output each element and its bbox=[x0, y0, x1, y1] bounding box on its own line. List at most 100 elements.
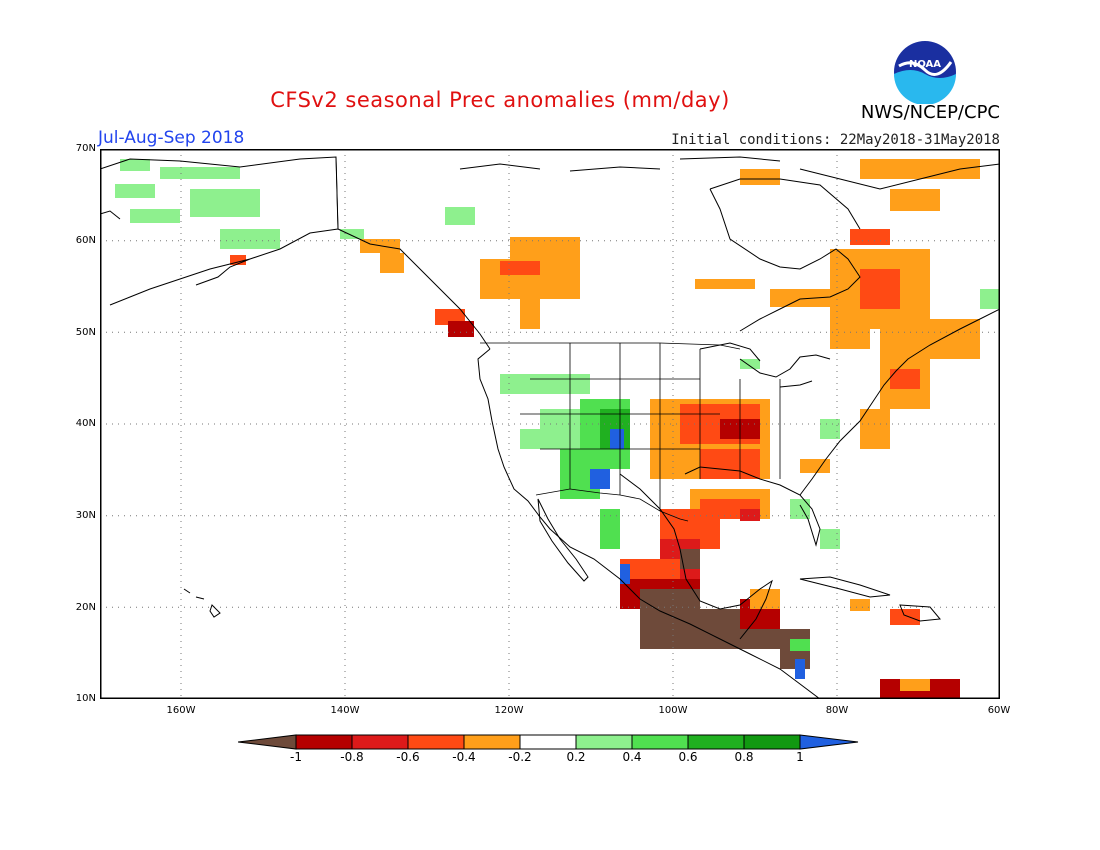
lat-label: 70N bbox=[75, 143, 96, 154]
anomaly-cell bbox=[740, 509, 760, 521]
colorbar-segment bbox=[519, 734, 577, 750]
colorbar-tick-label: 0.6 bbox=[678, 750, 698, 764]
colorbar-arrow-right bbox=[799, 734, 859, 750]
anomaly-cell bbox=[740, 169, 780, 185]
alaska-coast bbox=[100, 156, 491, 350]
anomaly-cell bbox=[820, 419, 840, 439]
lat-label: 30N bbox=[75, 510, 96, 521]
anomaly-cell bbox=[860, 269, 900, 309]
colorbar-segment bbox=[743, 734, 801, 750]
anomaly-cell bbox=[795, 659, 805, 679]
anomaly-cell bbox=[800, 459, 830, 473]
lon-label: 160W bbox=[166, 705, 196, 716]
anomaly-cell bbox=[380, 253, 404, 273]
lat-label: 20N bbox=[75, 602, 96, 613]
hawaii bbox=[183, 588, 221, 618]
lon-label: 120W bbox=[494, 705, 524, 716]
hudson-bay bbox=[709, 178, 861, 332]
anomaly-cell bbox=[620, 564, 630, 584]
anomaly-cell bbox=[880, 319, 980, 359]
us-state-lines bbox=[520, 343, 781, 511]
anomaly-cell bbox=[890, 609, 920, 625]
colorbar-tick-label: -0.8 bbox=[340, 750, 364, 764]
colorbar-tick-label: 1 bbox=[796, 750, 804, 764]
anomaly-cell bbox=[980, 289, 1000, 309]
anomaly-cell bbox=[770, 289, 830, 307]
anomaly-cell bbox=[820, 529, 840, 549]
lat-label: 40N bbox=[75, 418, 96, 429]
anomaly-cell bbox=[500, 374, 590, 394]
anomaly-cell bbox=[610, 429, 624, 449]
lon-label: 60W bbox=[987, 705, 1011, 716]
colorbar-segment bbox=[631, 734, 689, 750]
logo-text: NOAA bbox=[909, 59, 941, 70]
colorbar-segment bbox=[463, 734, 521, 750]
anomaly-cell bbox=[860, 409, 890, 449]
lat-label: 60N bbox=[75, 235, 96, 246]
anomaly-cell bbox=[220, 229, 280, 249]
colorbar-tick-label: -0.2 bbox=[508, 750, 532, 764]
anomaly-cell bbox=[520, 429, 540, 449]
colorbar-tick-label: 0.2 bbox=[566, 750, 586, 764]
lon-label: 100W bbox=[658, 705, 688, 716]
anomaly-cell bbox=[640, 589, 700, 649]
anomaly-cell bbox=[700, 449, 760, 479]
anomaly-cell bbox=[120, 159, 150, 171]
colorbar-tick-label: -0.4 bbox=[452, 750, 476, 764]
anomaly-cell bbox=[890, 189, 940, 211]
colorbar-tick-label: 0.4 bbox=[622, 750, 642, 764]
anomaly-cell bbox=[900, 679, 930, 691]
colorbar-segment bbox=[575, 734, 633, 750]
map-title: CFSv2 seasonal Prec anomalies (mm/day) bbox=[270, 88, 730, 112]
colorbar-tick-label: -1 bbox=[290, 750, 302, 764]
anomaly-cell bbox=[540, 409, 580, 449]
cuba bbox=[799, 576, 891, 598]
lon-label: 80W bbox=[825, 705, 849, 716]
baja-coast bbox=[537, 498, 589, 582]
anomaly-cell bbox=[750, 589, 780, 609]
atlantic-coast bbox=[799, 308, 1000, 496]
colorbar-segment bbox=[407, 734, 465, 750]
anomaly-cell bbox=[190, 189, 260, 217]
anomaly-cell bbox=[445, 207, 475, 225]
anomaly-cell bbox=[130, 209, 180, 223]
noaa-logo: NOAA bbox=[894, 41, 956, 104]
anomaly-cell bbox=[230, 255, 246, 265]
colorbar bbox=[238, 734, 859, 750]
colorbar-segment bbox=[687, 734, 745, 750]
colorbar-segment bbox=[295, 734, 353, 750]
anomaly-cell bbox=[790, 639, 810, 651]
anomaly-cell bbox=[160, 167, 240, 179]
great-lakes bbox=[699, 342, 831, 388]
colorbar-arrow-left bbox=[238, 734, 297, 750]
anomaly-cell bbox=[830, 329, 870, 349]
lat-label: 50N bbox=[75, 327, 96, 338]
season-label: Jul-Aug-Sep 2018 bbox=[98, 128, 245, 148]
anomaly-cell bbox=[860, 159, 980, 179]
pacific-coast bbox=[477, 348, 821, 699]
colorbar-tick-label: -0.6 bbox=[396, 750, 420, 764]
anomaly-cell bbox=[600, 509, 620, 549]
lon-label: 140W bbox=[330, 705, 360, 716]
colorbar-tick-label: 0.8 bbox=[734, 750, 754, 764]
precip-anomaly-map bbox=[100, 149, 1000, 699]
arctic-islands bbox=[459, 156, 1000, 190]
anomaly-cell bbox=[520, 289, 540, 329]
anomaly-cell bbox=[850, 599, 870, 611]
anomaly-cell bbox=[790, 499, 810, 519]
anomaly-cell bbox=[115, 184, 155, 198]
anomaly-cell bbox=[590, 469, 610, 489]
initial-conditions: Initial conditions: 22May2018-31May2018 bbox=[671, 132, 1000, 148]
colorbar-segment bbox=[351, 734, 409, 750]
anomaly-cell bbox=[448, 321, 474, 337]
anomaly-cell bbox=[850, 229, 890, 245]
anomaly-cell bbox=[500, 261, 540, 275]
anomaly-cell bbox=[680, 549, 700, 569]
us-mexico-border bbox=[535, 488, 689, 522]
anomaly-cell bbox=[890, 369, 920, 389]
lat-label: 10N bbox=[75, 693, 96, 704]
anomaly-cell bbox=[340, 229, 364, 239]
anomaly-cell bbox=[740, 359, 760, 369]
agency-label: NWS/NCEP/CPC bbox=[860, 102, 1000, 123]
hispaniola bbox=[899, 604, 941, 622]
